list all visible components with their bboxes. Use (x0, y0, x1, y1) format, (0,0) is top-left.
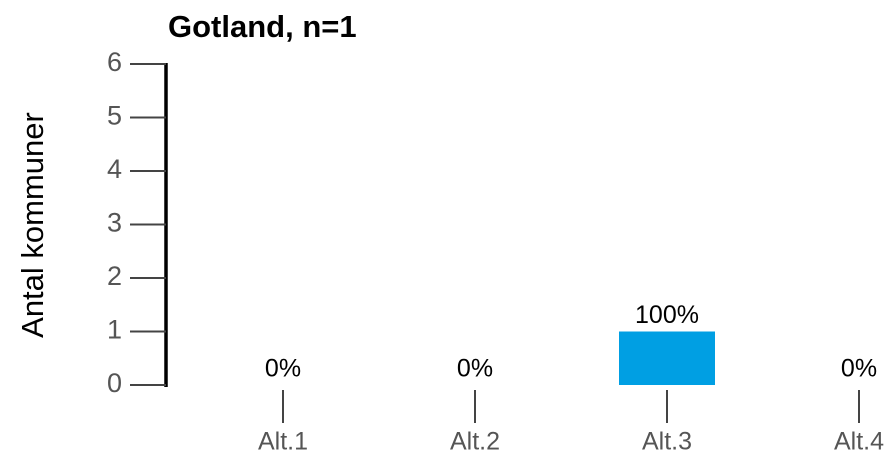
value-label: 0% (265, 355, 301, 383)
x-tick-label: Alt.2 (450, 428, 500, 456)
value-label: 100% (635, 301, 699, 329)
y-tick-label: 1 (107, 315, 122, 345)
y-tick-label: 0 (107, 368, 122, 398)
y-tick-label: 5 (107, 101, 122, 131)
x-tick-label: Alt.1 (258, 428, 308, 456)
y-tick-label: 6 (107, 47, 122, 77)
y-axis-label: Antal kommuner (15, 112, 50, 338)
y-tick-label: 3 (107, 208, 122, 238)
y-tick-label: 4 (107, 154, 122, 184)
x-tick-label: Alt.4 (834, 428, 884, 456)
chart-title: Gotland, n=1 (168, 9, 357, 44)
y-tick-label: 2 (107, 261, 122, 291)
value-label: 0% (841, 355, 877, 383)
x-tick-label: Alt.3 (642, 428, 692, 456)
value-label: 0% (457, 355, 493, 383)
bar (619, 331, 715, 385)
